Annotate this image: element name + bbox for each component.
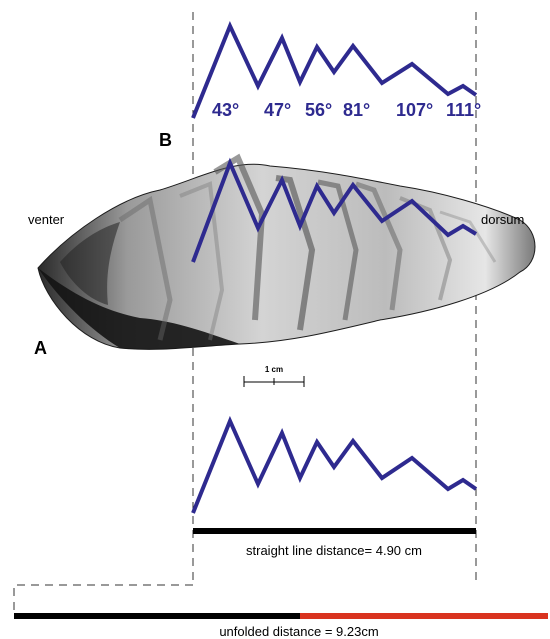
venter-label: venter — [28, 212, 65, 227]
angle-label: 43° — [212, 100, 239, 120]
angle-label: 56° — [305, 100, 332, 120]
profile-line-a — [191, 157, 478, 263]
panel-a: venter dorsum A 1 cm — [28, 153, 536, 387]
angle-label: 107° — [396, 100, 433, 120]
unfolded-bracket — [13, 584, 193, 610]
profile-line-b — [191, 20, 478, 119]
scale-bar-label: 1 cm — [265, 365, 283, 374]
profile-line-bottom — [191, 415, 478, 514]
unfolded-caption: unfolded distance = 9.23cm — [219, 624, 378, 639]
dorsum-label: dorsum — [481, 212, 524, 227]
angle-label: 81° — [343, 100, 370, 120]
panel-b: 43° 47° 56° 81° 107° 111° B — [159, 20, 481, 150]
panel-label-a: A — [34, 338, 47, 358]
fossil-specimen — [37, 153, 536, 350]
straight-line-caption: straight line distance= 4.90 cm — [246, 543, 422, 558]
scale-bar: 1 cm — [243, 365, 305, 387]
angle-label: 47° — [264, 100, 291, 120]
panel-label-b: B — [159, 130, 172, 150]
angle-label: 111° — [446, 100, 481, 120]
